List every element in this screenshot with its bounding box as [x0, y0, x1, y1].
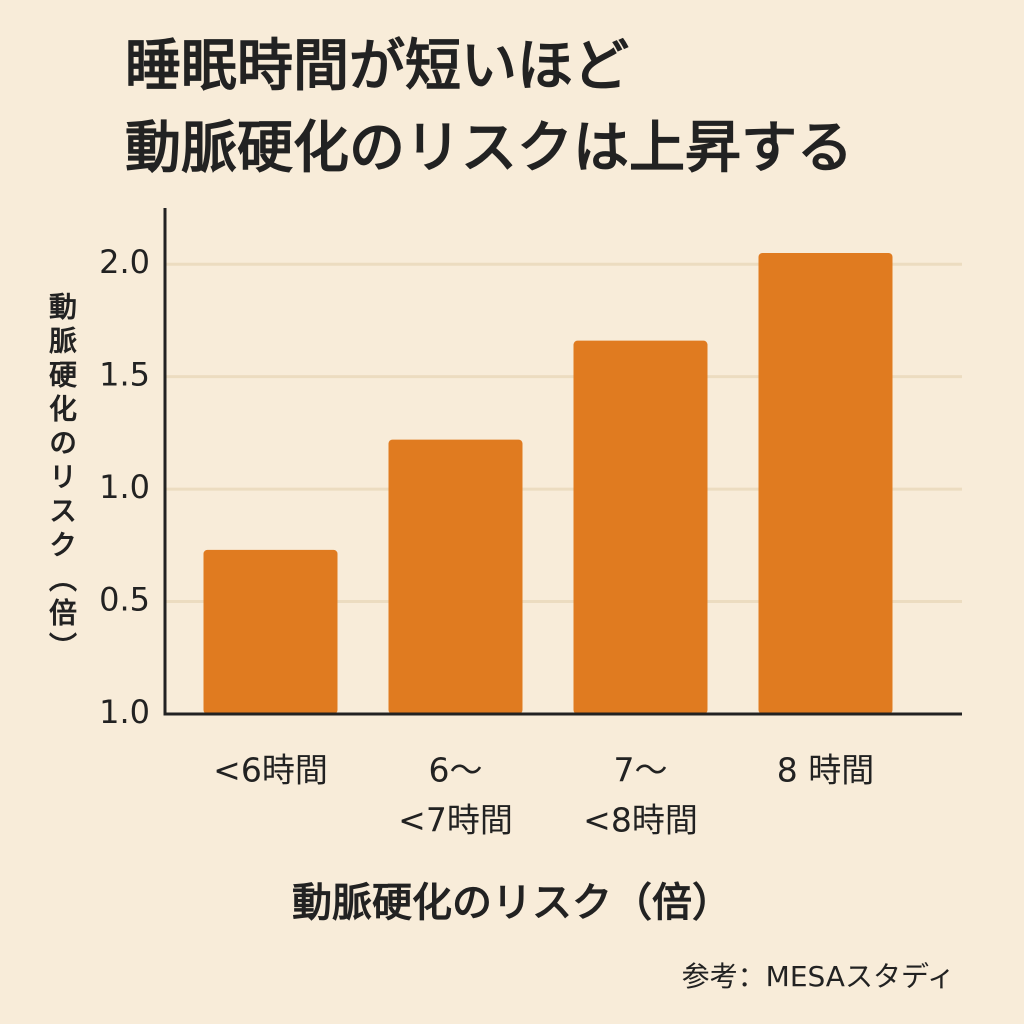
- x-tick-label: 7〜: [614, 751, 668, 790]
- x-axis-label: 動脈硬化のリスク（倍）: [292, 880, 732, 926]
- y-tick-label: 1.0: [99, 693, 150, 731]
- y-tick-label: 1.5: [99, 356, 150, 394]
- bar: [573, 340, 708, 714]
- y-tick-label: 2.0: [99, 243, 150, 281]
- bar: [388, 439, 523, 714]
- y-tick-label: 1.0: [99, 468, 150, 506]
- source-note: 参考：MESAスタディ: [682, 960, 955, 993]
- x-tick-label: <6時間: [213, 751, 328, 790]
- x-tick-label: 8 時間: [777, 751, 875, 790]
- x-tick-label: <7時間: [398, 801, 513, 840]
- chart-title: 睡眠時間が短いほど: [125, 34, 629, 99]
- y-axis-label: 動脈硬化のリスク（倍）: [45, 292, 78, 666]
- chart-title: 動脈硬化のリスクは上昇する: [125, 116, 853, 181]
- y-tick-label: 0.5: [99, 581, 150, 619]
- bar: [203, 549, 338, 714]
- bar: [758, 252, 893, 714]
- x-tick-label: <8時間: [583, 801, 698, 840]
- x-tick-label: 6〜: [429, 751, 483, 790]
